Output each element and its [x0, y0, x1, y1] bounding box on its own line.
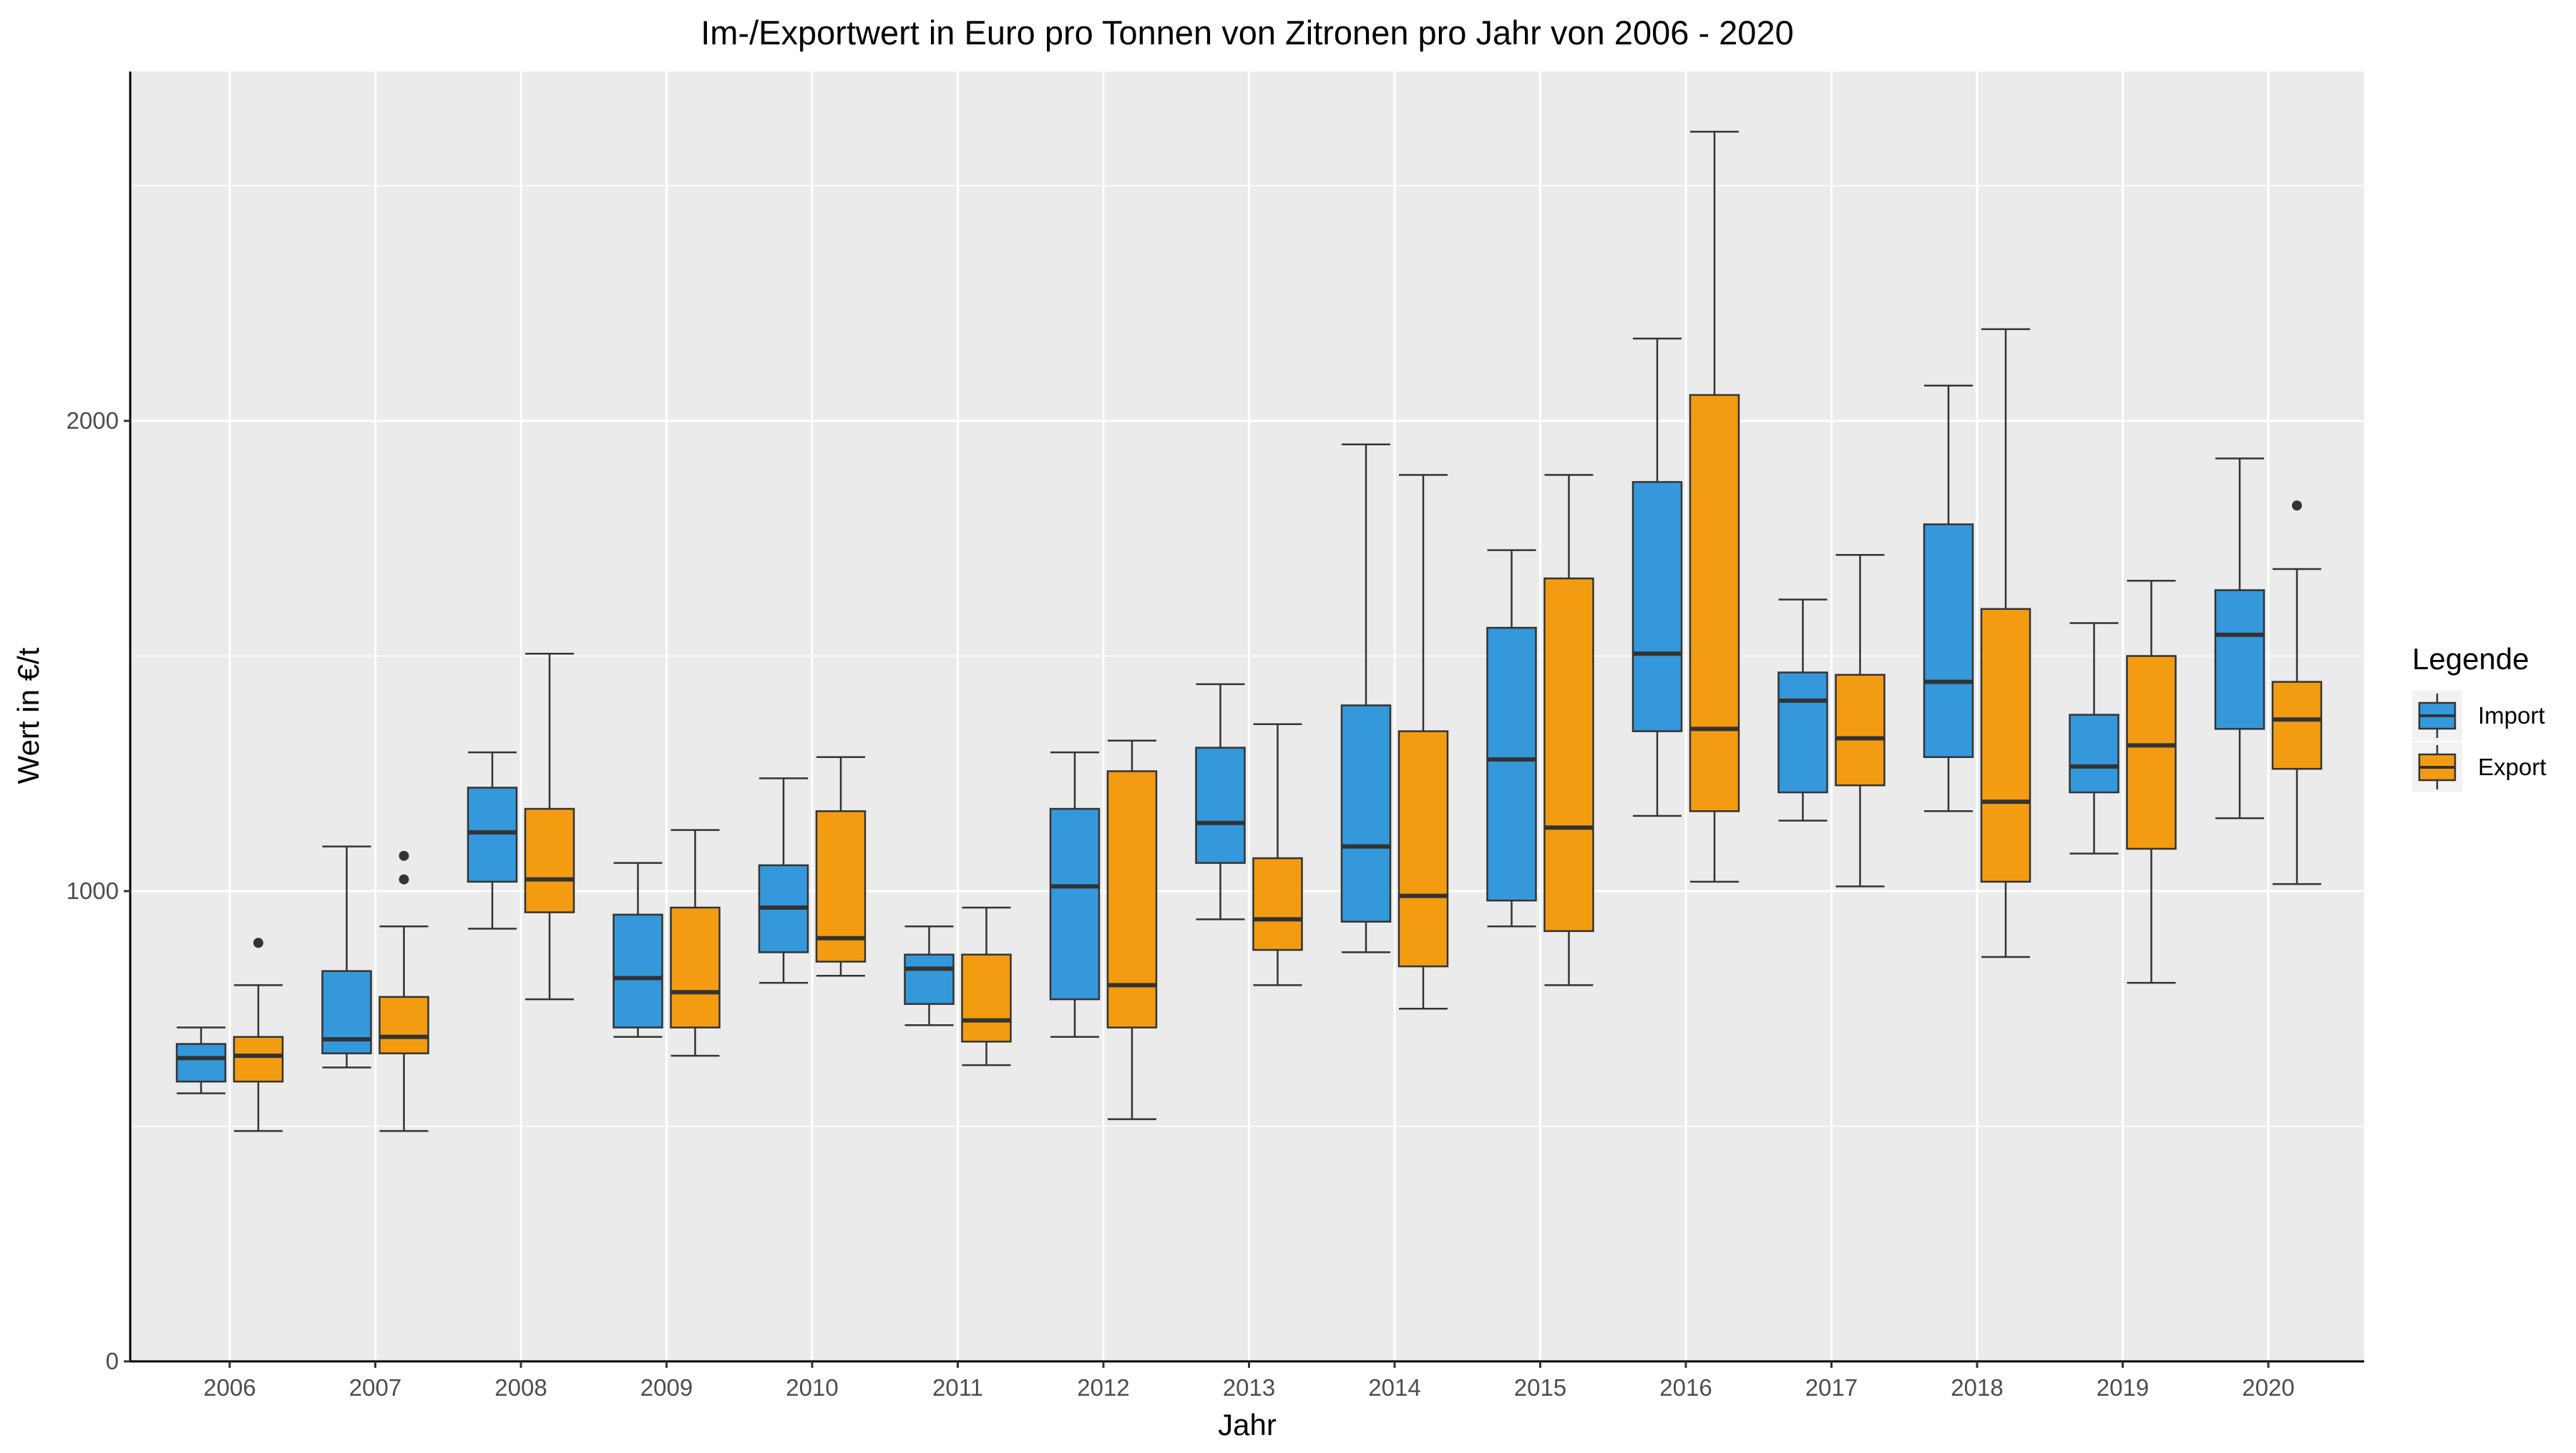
box-body	[904, 953, 955, 1005]
y-tick-label: 0	[106, 1348, 119, 1374]
box-import-2017	[1777, 598, 1828, 822]
box-body	[1106, 770, 1158, 1029]
x-tick-label: 2016	[1659, 1374, 1712, 1401]
box-export-2007	[379, 850, 429, 1132]
legend-items: Import Export	[2412, 691, 2546, 792]
legend-key-export	[2412, 742, 2462, 792]
box-export-2008	[524, 652, 575, 1001]
box-import-2016	[1631, 337, 1683, 817]
box-import-2014	[1340, 443, 1392, 953]
box-body	[1980, 608, 2031, 883]
box-export-2020	[2271, 500, 2323, 885]
box-body	[2126, 655, 2177, 850]
box-export-2017	[1835, 553, 1885, 888]
box-import-2006	[175, 1026, 227, 1094]
box-export-2013	[1252, 723, 1303, 986]
box-body	[1923, 523, 1974, 759]
box-import-2011	[904, 925, 955, 1026]
box-export-2011	[961, 906, 1012, 1066]
box-export-2015	[1543, 474, 1594, 986]
box-body	[2214, 589, 2265, 730]
x-tick-label: 2012	[1077, 1374, 1129, 1401]
x-tick-label: 2014	[1368, 1374, 1420, 1401]
box-export-2012	[1106, 739, 1158, 1120]
box-import-2008	[467, 751, 518, 930]
box-body	[1340, 704, 1392, 923]
box-body	[1689, 394, 1740, 812]
outlier-point	[253, 938, 263, 948]
box-import-2018	[1923, 384, 1974, 812]
legend-title: Legende	[2412, 642, 2529, 676]
box-body	[961, 953, 1012, 1043]
box-body	[1195, 747, 1246, 864]
legend-label-import: Import	[2478, 702, 2545, 729]
box-export-2009	[670, 829, 721, 1057]
x-tick-label: 2009	[640, 1374, 693, 1401]
outlier-point	[2292, 500, 2302, 511]
box-body	[467, 787, 518, 883]
box-import-2015	[1486, 549, 1537, 928]
box-body	[613, 913, 663, 1029]
box-body	[1486, 626, 1537, 902]
box-body	[1397, 730, 1449, 968]
chart-title: Im-/Exportwert in Euro pro Tonnen von Zi…	[701, 14, 1793, 52]
x-tick-label: 2006	[203, 1374, 255, 1401]
x-tick-label: 2019	[2097, 1374, 2149, 1401]
legend-label-export: Export	[2478, 754, 2546, 780]
legend-key-import	[2412, 691, 2462, 741]
box-body	[233, 1036, 284, 1083]
box-layer	[175, 130, 2323, 1132]
x-tick-label: 2020	[2242, 1374, 2294, 1401]
x-tick-label: 2015	[1514, 1374, 1566, 1401]
box-import-2019	[2069, 622, 2119, 855]
box-body	[1049, 807, 1101, 1001]
box-import-2009	[613, 862, 663, 1038]
box-body	[2069, 714, 2119, 794]
box-import-2012	[1049, 751, 1101, 1038]
box-body	[1835, 674, 1885, 787]
box-export-2014	[1397, 474, 1449, 1010]
y-tick-label: 2000	[67, 407, 119, 434]
x-tick-label: 2010	[786, 1374, 838, 1401]
outlier-point	[399, 850, 409, 861]
box-body	[379, 996, 429, 1054]
x-tick-label: 2008	[494, 1374, 547, 1401]
x-tick-label: 2007	[349, 1374, 401, 1401]
box-body	[524, 807, 575, 913]
box-export-2019	[2126, 580, 2177, 984]
box-body	[1631, 481, 1683, 732]
grid-lines	[130, 72, 2364, 1363]
axis-ticks: 0 1000 2000 2006 2007 2008 2009 2010 2011 2012 201…	[67, 407, 2295, 1401]
box-import-2013	[1195, 683, 1246, 920]
x-tick-label: 2018	[1951, 1374, 2003, 1401]
x-tick-label: 2011	[932, 1374, 983, 1401]
box-body	[670, 906, 721, 1029]
box-export-2018	[1980, 328, 2031, 958]
y-axis-title: Wert in €/t	[11, 647, 45, 784]
legend: Legende Import Export	[2412, 642, 2546, 792]
box-body	[2271, 681, 2323, 770]
box-import-2007	[321, 845, 372, 1069]
outlier-point	[399, 874, 409, 885]
box-import-2010	[758, 777, 809, 984]
box-body	[1543, 577, 1594, 933]
box-export-2006	[233, 938, 284, 1132]
x-axis-title: Jahr	[1218, 1408, 1277, 1442]
x-tick-label: 2013	[1223, 1374, 1275, 1401]
box-import-2020	[2214, 457, 2265, 820]
box-export-2010	[815, 756, 867, 977]
box-body	[1252, 857, 1303, 951]
box-body	[1777, 671, 1828, 794]
box-export-2016	[1689, 130, 1740, 883]
box-body	[175, 1043, 227, 1083]
y-tick-label: 1000	[67, 878, 119, 904]
x-tick-label: 2017	[1805, 1374, 1858, 1401]
